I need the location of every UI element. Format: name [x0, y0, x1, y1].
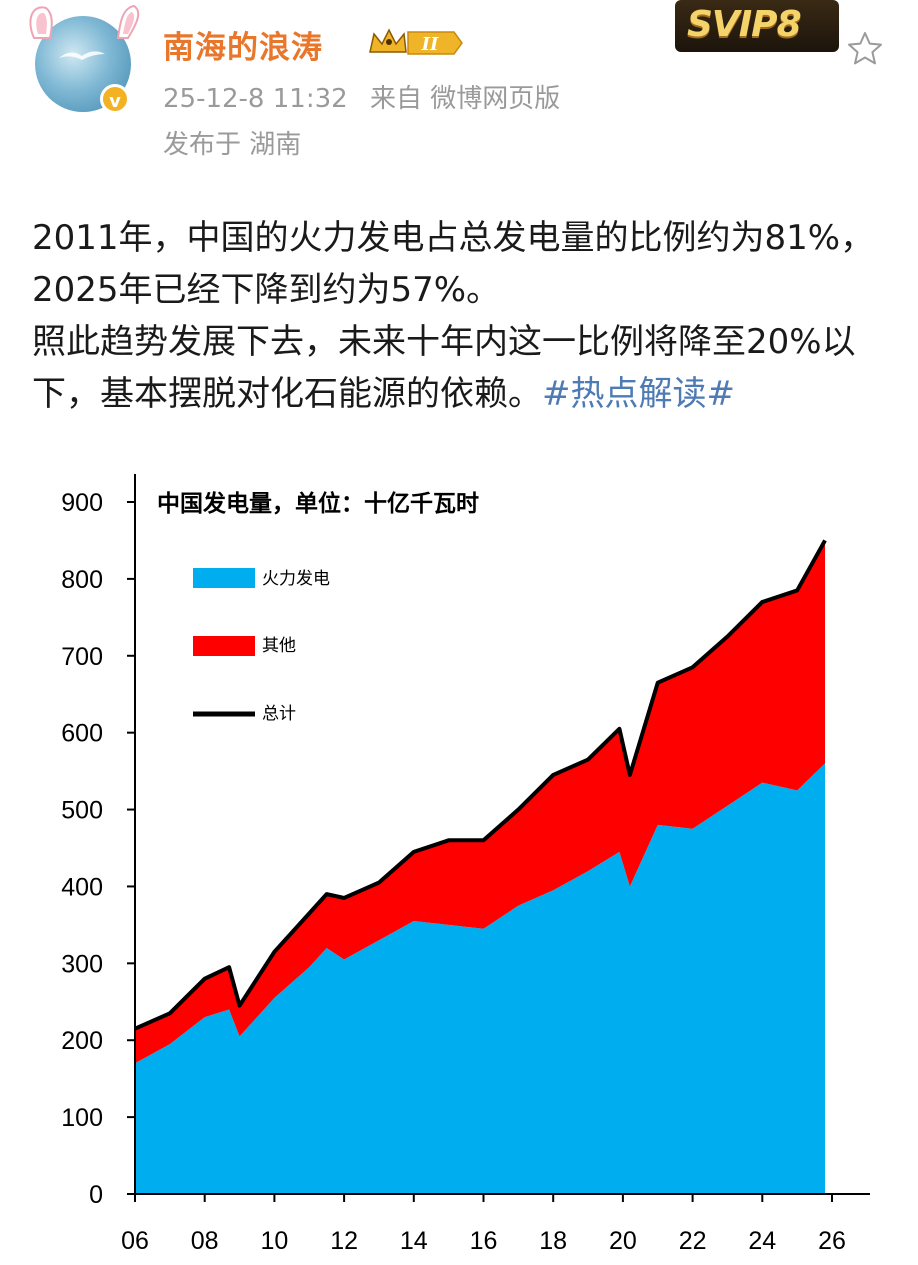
post-body: 2011年，中国的火力发电占总发电量的比例约为81%，2025年已经下降到约为5… — [32, 212, 882, 420]
post-paragraph-1: 2011年，中国的火力发电占总发电量的比例约为81%，2025年已经下降到约为5… — [32, 218, 875, 310]
y-tick-label: 700 — [61, 643, 103, 671]
x-tick-label: 22 — [679, 1227, 707, 1255]
x-tick-label: 12 — [330, 1227, 358, 1255]
level-badge-text: II — [421, 34, 439, 55]
legend-label-other: 其他 — [262, 636, 296, 656]
svip-badge[interactable]: SVIP8 — [675, 0, 839, 52]
chart-title: 中国发电量，单位：十亿千瓦时 — [157, 490, 479, 517]
thermal-area — [135, 763, 826, 1194]
timestamp: 25-12-8 11:32 — [163, 84, 348, 114]
x-tick-label: 24 — [748, 1227, 776, 1255]
hashtag-link[interactable]: #热点解读# — [542, 374, 735, 414]
username[interactable]: 南海的浪涛 — [163, 30, 323, 66]
y-tick-label: 200 — [61, 1027, 103, 1055]
x-tick-label: 18 — [539, 1227, 567, 1255]
power-generation-chart: 0 100 200 300 400 500 600 700 800 900 06 08 10 12 14 16… — [61, 474, 870, 1255]
star-outline-icon[interactable] — [846, 30, 884, 68]
legend-swatch-other — [193, 636, 255, 656]
crown-level-badge: II — [369, 28, 463, 55]
x-tick-label: 26 — [818, 1227, 846, 1255]
post-source[interactable]: 来自 微博网页版 — [369, 84, 561, 114]
x-tick-label: 20 — [609, 1227, 637, 1255]
y-tick-label: 500 — [61, 797, 103, 825]
post-location: 发布于 湖南 — [163, 130, 302, 160]
other-area — [135, 540, 826, 1064]
x-tick-label: 14 — [400, 1227, 428, 1255]
x-tick-label: 10 — [260, 1227, 288, 1255]
y-tick-label: 400 — [61, 873, 103, 901]
post-meta: 25-12-8 11:32 来自 微博网页版 — [163, 78, 560, 115]
y-tick-label: 600 — [61, 720, 103, 748]
y-tick-label: 900 — [61, 489, 103, 517]
x-tick-label: 16 — [470, 1227, 498, 1255]
bunny-ears-decoration — [29, 4, 140, 39]
post-header: v 南海的浪涛 II 25-12-8 11:32 来自 微博网页版 发布于 湖南… — [0, 0, 918, 200]
verified-badge: v — [100, 84, 130, 114]
legend-label-thermal: 火力发电 — [262, 569, 330, 589]
post-paragraph-2: 照此趋势发展下去，未来十年内这一比例将降至20%以下，基本摆脱对化石能源的依赖。… — [32, 316, 882, 420]
svip-label: SVIP8 — [687, 4, 802, 45]
y-tick-label: 800 — [61, 566, 103, 594]
legend-swatch-thermal — [193, 568, 255, 588]
legend-label-total: 总计 — [262, 704, 296, 724]
seabird-image — [59, 51, 105, 60]
post-text-2: 照此趋势发展下去，未来十年内这一比例将降至20%以下，基本摆脱对化石能源的依赖。 — [32, 322, 856, 414]
x-tick-label: 06 — [121, 1227, 149, 1255]
total-line — [134, 539, 827, 1031]
x-tick-label: 08 — [191, 1227, 219, 1255]
y-tick-label: 100 — [61, 1104, 103, 1132]
y-tick-label: 0 — [89, 1181, 103, 1209]
y-tick-label: 300 — [61, 950, 103, 978]
